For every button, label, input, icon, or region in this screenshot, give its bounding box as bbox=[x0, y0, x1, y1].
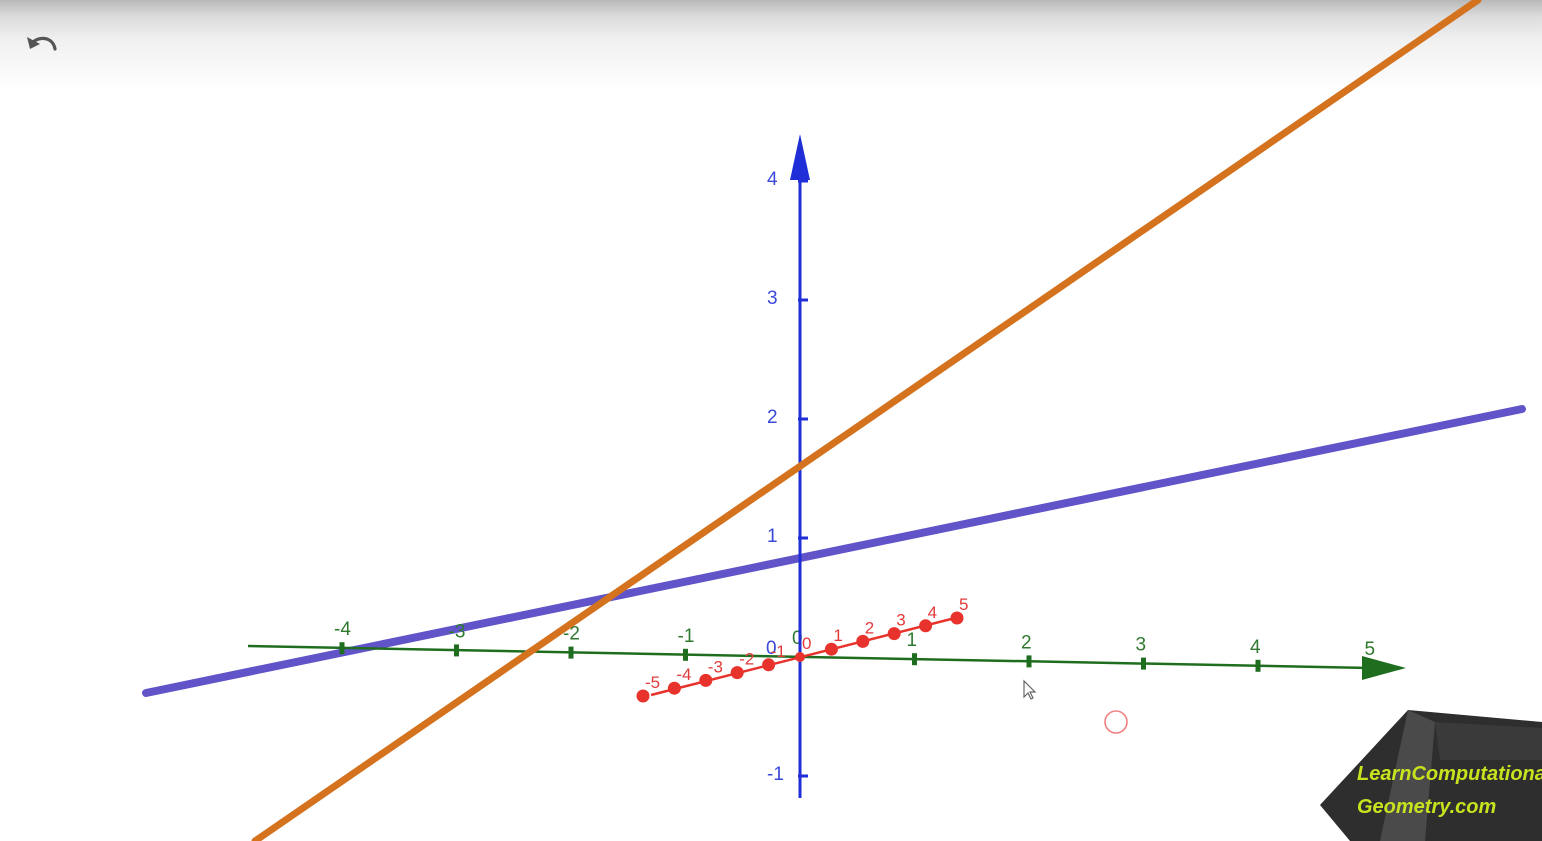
x-axis: -4 -3 -2 -1 0 1 2 3 4 5 bbox=[247, 619, 1406, 680]
y-axis: -5 -4 -3 -2 -1 0 1 2 3 4 5 bbox=[636, 595, 968, 703]
watermark-logo: LearnComputational Geometry.com bbox=[1320, 710, 1542, 841]
x-axis-tick-label: -3 bbox=[449, 621, 466, 642]
pointer-circle-icon bbox=[1104, 710, 1128, 734]
y-axis-tick-label: 4 bbox=[928, 603, 937, 622]
line-purple[interactable] bbox=[142, 405, 1526, 697]
y-axis-point bbox=[762, 658, 776, 672]
undo-icon bbox=[27, 36, 57, 51]
z-axis-tick-label: 3 bbox=[767, 288, 778, 309]
y-axis-point bbox=[919, 619, 933, 633]
y-axis-point bbox=[824, 642, 838, 656]
x-axis-tick-label: 1 bbox=[907, 630, 918, 651]
z-axis-arrow bbox=[790, 134, 810, 180]
watermark-line2: Geometry.com bbox=[1357, 796, 1496, 818]
y-axis-point bbox=[667, 681, 681, 695]
y-axis-tick-label: -1 bbox=[771, 642, 786, 661]
top-bar bbox=[0, 0, 1542, 92]
y-axis-tick-label: -5 bbox=[645, 673, 660, 692]
y-axis-point bbox=[887, 627, 901, 641]
x-axis-tick-label: -1 bbox=[678, 626, 695, 647]
line-orange[interactable] bbox=[251, 0, 1482, 841]
y-axis-point bbox=[795, 652, 805, 662]
y-axis-tick-label: -4 bbox=[676, 665, 691, 684]
y-axis-tick-label: -2 bbox=[739, 650, 754, 669]
y-axis-point bbox=[856, 634, 870, 648]
y-axis-tick-label: 5 bbox=[959, 595, 968, 614]
y-axis-point bbox=[699, 673, 713, 687]
x-axis-tick-label: 3 bbox=[1136, 635, 1147, 656]
y-axis-point bbox=[730, 666, 744, 680]
y-axis-tick-label: 2 bbox=[865, 618, 874, 637]
watermark-line1: LearnComputational bbox=[1357, 763, 1542, 785]
z-axis-tick-label: 4 bbox=[767, 169, 778, 190]
y-axis-point bbox=[636, 689, 650, 703]
x-axis-tick-label: -4 bbox=[334, 619, 351, 640]
undo-button[interactable] bbox=[20, 24, 66, 60]
z-axis-tick-label: -1 bbox=[767, 764, 784, 785]
x-axis-tick-label: 2 bbox=[1021, 632, 1032, 653]
x-axis-tick-label: 0 bbox=[792, 628, 803, 649]
z-axis-tick-label: 0 bbox=[766, 638, 777, 659]
x-axis-tick-label: 4 bbox=[1250, 637, 1261, 658]
mouse-cursor-icon bbox=[1023, 679, 1037, 700]
y-axis-tick-label: -3 bbox=[708, 657, 723, 676]
x-axis-tick-label: 5 bbox=[1365, 639, 1376, 660]
y-axis-tick-label: 1 bbox=[833, 626, 842, 645]
z-axis-tick-label: 2 bbox=[767, 407, 778, 428]
y-axis-tick-label: 0 bbox=[802, 634, 811, 653]
z-axis-tick-label: 1 bbox=[767, 526, 778, 547]
y-axis-tick-label: 3 bbox=[896, 611, 905, 630]
y-axis-point bbox=[950, 611, 964, 625]
x-axis-line bbox=[247, 644, 1371, 670]
